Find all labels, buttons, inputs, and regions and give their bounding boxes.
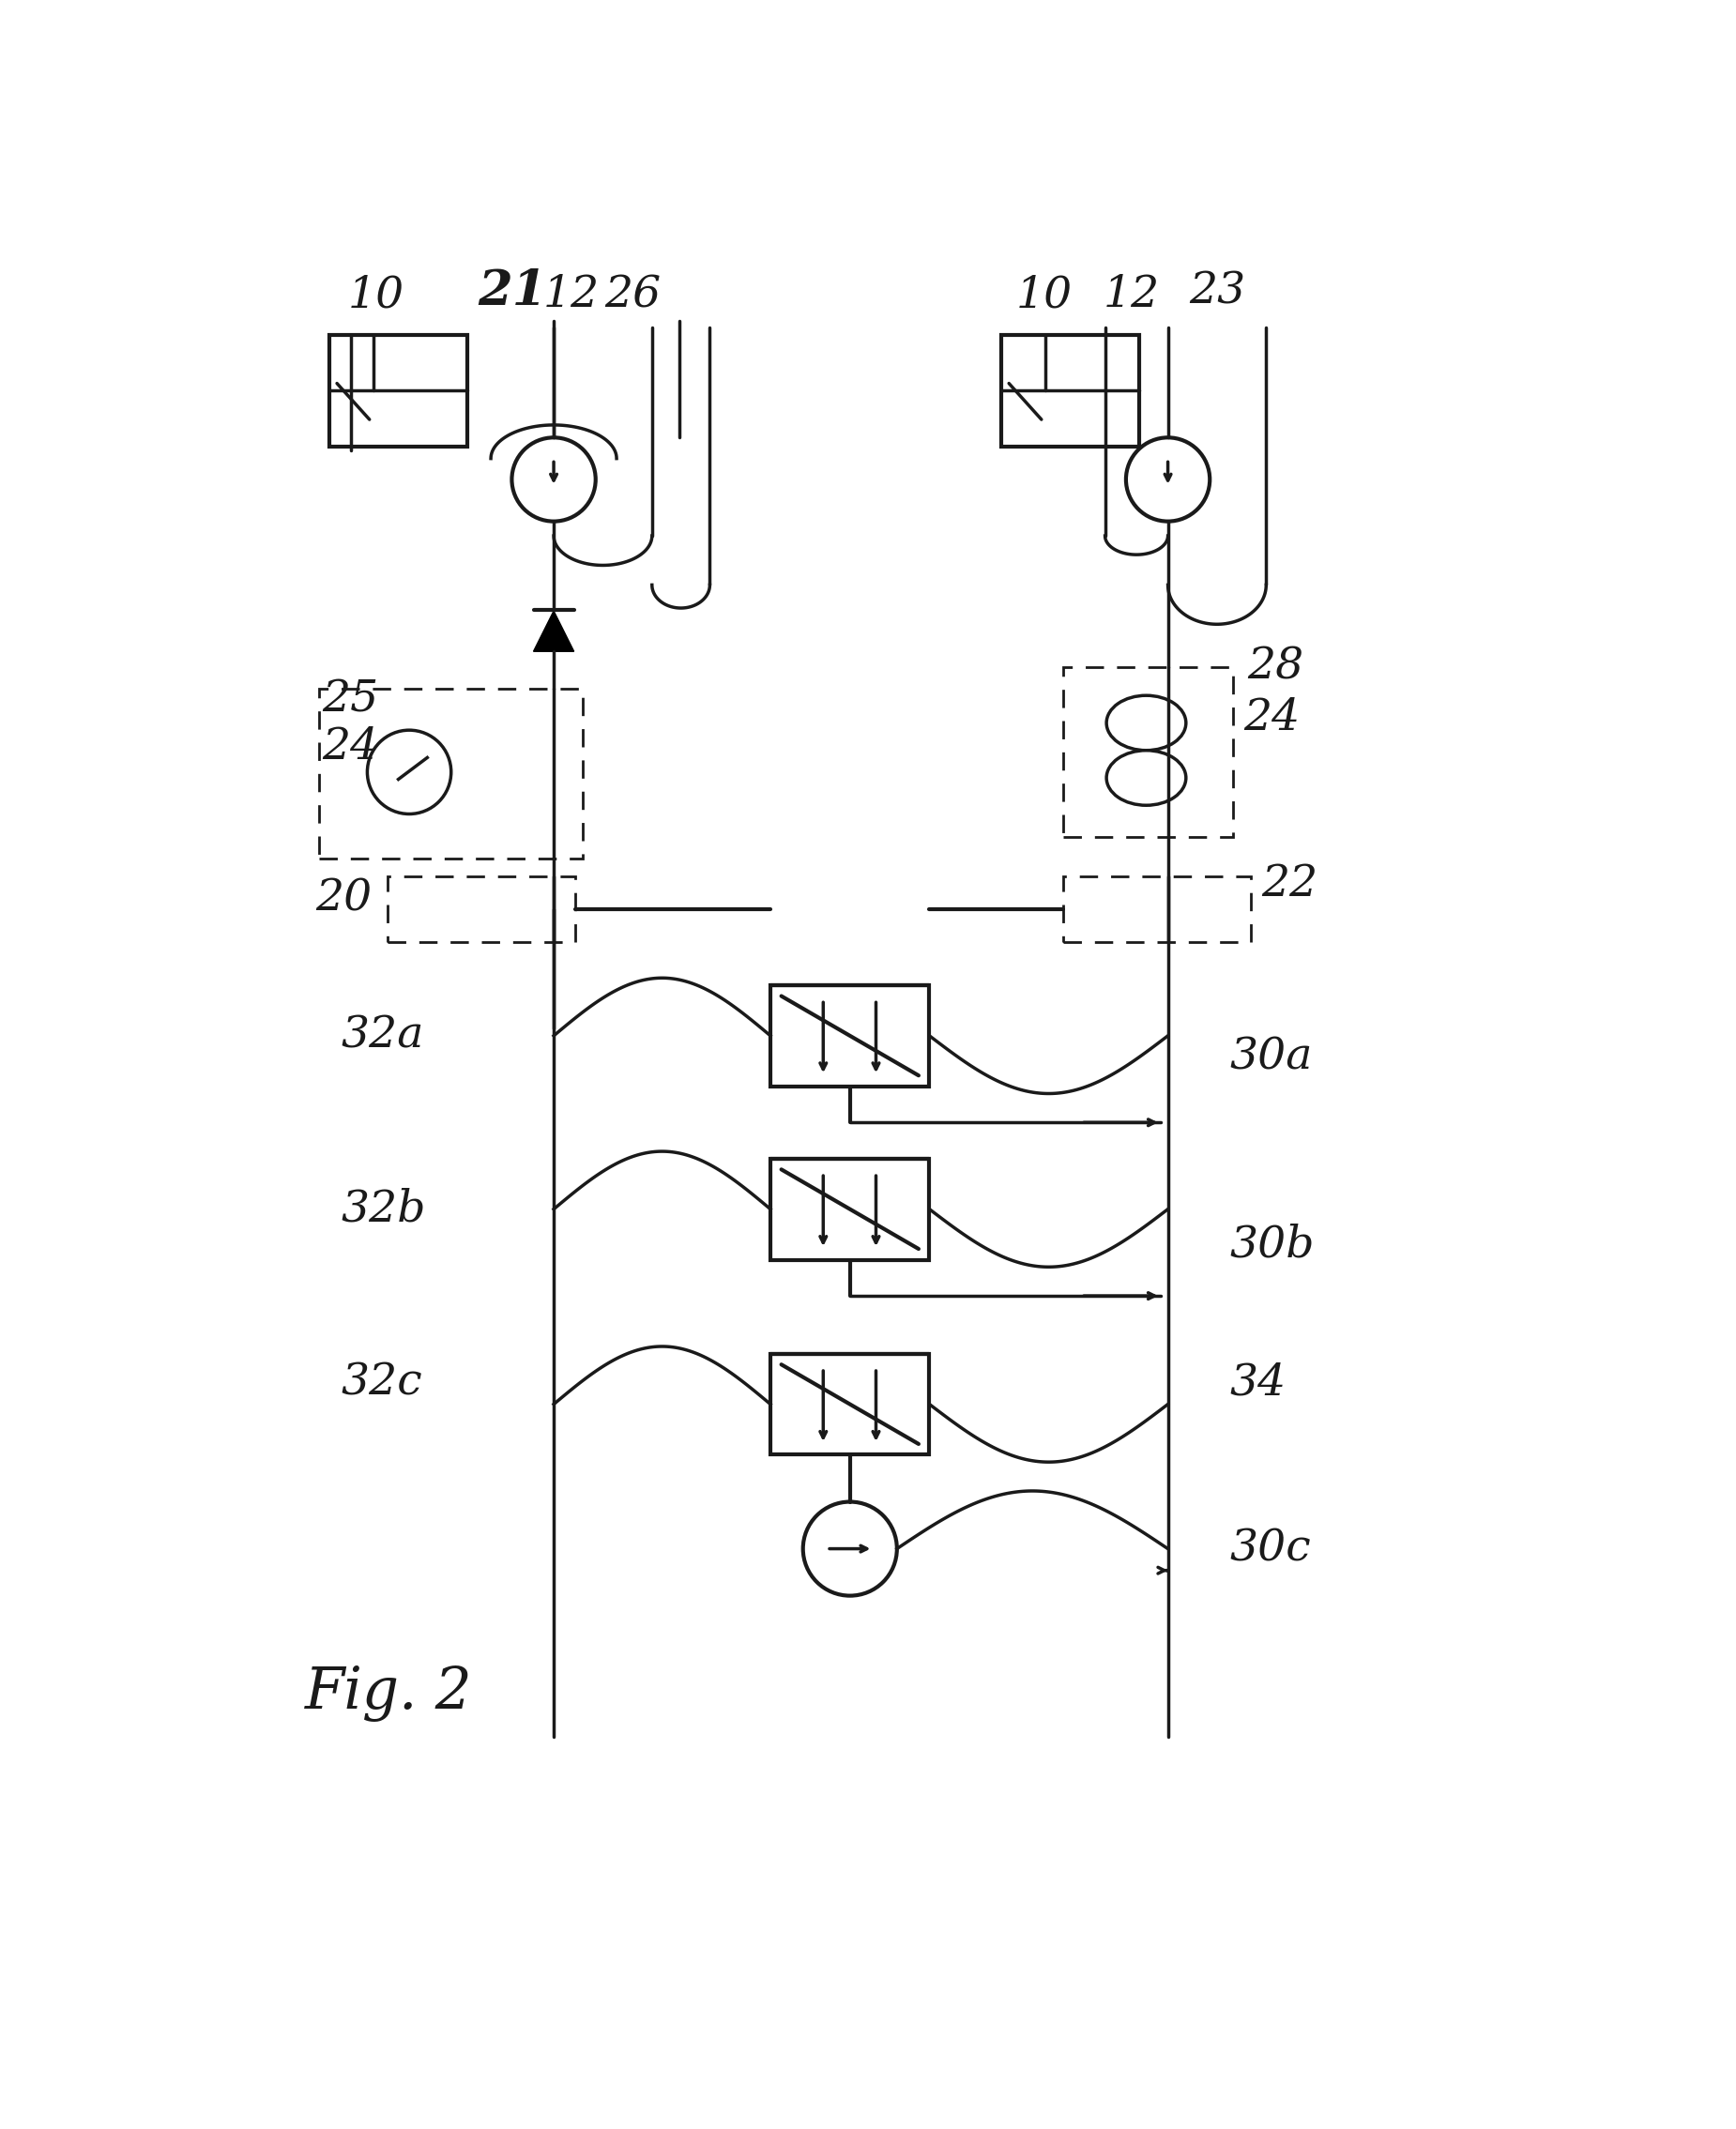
Ellipse shape — [1106, 749, 1186, 805]
Text: 10: 10 — [347, 275, 404, 317]
Bar — [1002, 334, 1139, 447]
Bar — [319, 690, 583, 858]
Bar — [1062, 877, 1252, 941]
Text: 10: 10 — [1016, 275, 1073, 317]
Ellipse shape — [1106, 696, 1186, 749]
Text: 30a: 30a — [1229, 1037, 1312, 1079]
Text: 30c: 30c — [1229, 1526, 1311, 1569]
Text: 23: 23 — [1189, 270, 1246, 313]
Text: 12: 12 — [1102, 275, 1160, 317]
Text: 24: 24 — [323, 726, 378, 769]
Bar — [771, 1354, 929, 1454]
Text: 32b: 32b — [340, 1188, 425, 1231]
Circle shape — [368, 730, 451, 813]
Text: Fig. 2: Fig. 2 — [304, 1665, 472, 1722]
Text: 20: 20 — [316, 877, 372, 920]
Text: 21: 21 — [477, 268, 547, 315]
Bar — [1062, 666, 1233, 837]
Text: 22: 22 — [1262, 862, 1318, 905]
Text: 34: 34 — [1229, 1360, 1286, 1403]
Text: 28: 28 — [1248, 645, 1304, 688]
Bar — [330, 334, 467, 447]
Text: 32a: 32a — [340, 1016, 424, 1056]
Circle shape — [804, 1501, 898, 1597]
Text: 24: 24 — [1243, 696, 1300, 739]
Text: 26: 26 — [604, 275, 661, 317]
Circle shape — [1127, 439, 1210, 522]
Circle shape — [512, 439, 595, 522]
Bar — [771, 1158, 929, 1260]
Text: 12: 12 — [543, 275, 599, 317]
Text: 32c: 32c — [340, 1360, 422, 1403]
Bar — [387, 877, 575, 941]
Polygon shape — [533, 611, 575, 651]
Bar — [771, 986, 929, 1086]
Text: 30b: 30b — [1229, 1224, 1314, 1267]
Text: 25: 25 — [323, 679, 378, 722]
